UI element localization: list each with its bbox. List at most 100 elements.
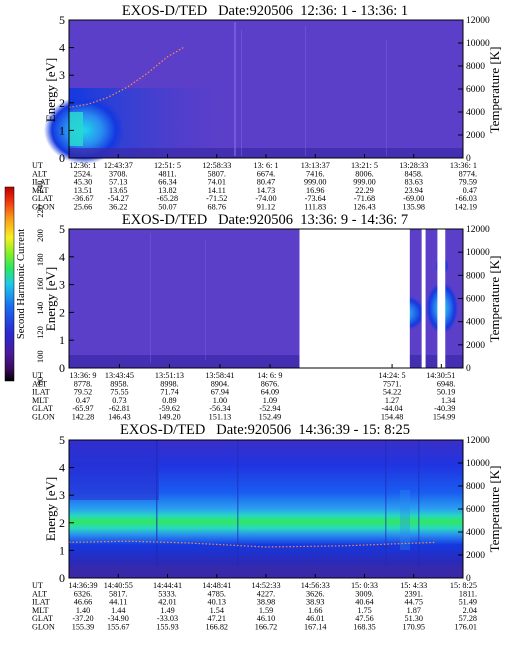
ephemeris-mlt-value: 16.96 bbox=[306, 186, 324, 195]
ephemeris-mlt-value: 1.40 bbox=[76, 606, 90, 615]
temperature-tick-label: 6000 bbox=[466, 295, 485, 305]
temperature-tick-label: 12000 bbox=[466, 16, 490, 26]
data-gap bbox=[437, 229, 446, 368]
ephemeris-mlt-value: 1.75 bbox=[357, 606, 371, 615]
temperature-tick-label: 2000 bbox=[466, 551, 485, 561]
energy-tick-label: 5 bbox=[59, 13, 65, 27]
ephemeris-mlt-value: 13.51 bbox=[74, 186, 92, 195]
ephemeris-glon-value: 155.39 bbox=[72, 623, 95, 632]
ephemeris-glat-value: -36.67 bbox=[72, 194, 93, 203]
ephemeris-row-label: ILAT bbox=[32, 388, 50, 397]
ephemeris-ut-value: 12:58:33 bbox=[202, 161, 231, 170]
ephemeris-glat-value: -54.27 bbox=[108, 194, 129, 203]
ephemeris-glat-value: -52.94 bbox=[259, 404, 280, 413]
energy-tick-label: 1 bbox=[59, 333, 65, 347]
ephemeris-glon-value: 36.22 bbox=[109, 203, 127, 212]
ephemeris-row-label: ALT bbox=[32, 379, 47, 388]
ephemeris-ut-value: 13:58:41 bbox=[205, 371, 234, 380]
ephemeris-ilat-value: 999.00 bbox=[304, 178, 327, 187]
ephemeris-ut-value: 14:56:33 bbox=[301, 581, 330, 590]
ephemeris-glon-value: 167.14 bbox=[304, 623, 327, 632]
ephemeris-glat-value: -40.39 bbox=[434, 404, 455, 413]
ephemeris-ut-value: 13: 6: 1 bbox=[253, 161, 278, 170]
ephemeris-ut-value: 14:52:33 bbox=[251, 581, 280, 590]
colorbar-tick-label: 160 bbox=[35, 278, 45, 291]
temperature-tick-label: 0 bbox=[466, 574, 471, 584]
ephemeris-row-label: MLT bbox=[32, 186, 49, 195]
ephemeris-mlt-value: 0.47 bbox=[463, 186, 477, 195]
ephemeris-glon-value: 50.07 bbox=[158, 203, 176, 212]
ephemeris-mlt-value: 1.87 bbox=[407, 606, 421, 615]
ephemeris-glon-value: 155.93 bbox=[156, 623, 179, 632]
ephemeris-glat-value: -69.00 bbox=[403, 194, 424, 203]
temperature-tick-label: 10000 bbox=[466, 39, 490, 49]
ephemeris-mlt-value: 1.34 bbox=[441, 396, 455, 405]
ephemeris-mlt-value: 1.59 bbox=[259, 606, 273, 615]
energy-tick-label: 3 bbox=[59, 488, 65, 502]
data-gap bbox=[299, 229, 410, 368]
ephemeris-ilat-value: 46.66 bbox=[74, 598, 92, 607]
panel-1-title: EXOS-D/TED Date:920506 12:36: 1 - 13:36:… bbox=[122, 3, 408, 19]
ephemeris-glon-value: 152.49 bbox=[259, 413, 282, 422]
colorbar-tick-label: 200 bbox=[35, 229, 45, 242]
ephemeris-glat-value: -34.90 bbox=[108, 614, 129, 623]
ephemeris-row-label: GLON bbox=[32, 623, 55, 632]
ephemeris-ut-value: 14:24: 5 bbox=[379, 371, 406, 380]
ephemeris-alt-value: 8958. bbox=[110, 379, 128, 388]
ephemeris-glon-value: 68.76 bbox=[208, 203, 226, 212]
ephemeris-ilat-value: 75.55 bbox=[110, 388, 128, 397]
panel-2-data-gaps bbox=[299, 229, 446, 368]
temperature-tick-label: 4000 bbox=[466, 528, 485, 538]
ephemeris-glat-value: -66.03 bbox=[456, 194, 477, 203]
ephemeris-row-label: MLT bbox=[32, 606, 49, 615]
ephemeris-alt-value: 4785. bbox=[208, 589, 226, 598]
ephemeris-glat-value: -44.04 bbox=[382, 404, 403, 413]
ephemeris-ilat-value: 66.34 bbox=[158, 178, 176, 187]
panel-1-plot-area bbox=[44, 20, 463, 164]
ephemeris-mlt-value: 14.11 bbox=[208, 186, 226, 195]
ephemeris-alt-value: 3708. bbox=[109, 169, 127, 178]
ephemeris-ilat-value: 83.63 bbox=[405, 178, 423, 187]
ephemeris-alt-value: 5333. bbox=[158, 589, 176, 598]
ephemeris-alt-value: 1811. bbox=[459, 589, 477, 598]
ephemeris-ilat-value: 57.13 bbox=[109, 178, 127, 187]
energy-tick-label: 3 bbox=[59, 278, 65, 292]
ephemeris-alt-value: 6674. bbox=[257, 169, 275, 178]
ephemeris-ilat-value: 999.00 bbox=[353, 178, 376, 187]
ephemeris-ilat-value: 79.59 bbox=[459, 178, 477, 187]
ephemeris-glat-value: 47.56 bbox=[355, 614, 373, 623]
ephemeris-ilat-value: 51.49 bbox=[459, 598, 477, 607]
ephemeris-ut-value: 14:30:51 bbox=[426, 371, 455, 380]
ephemeris-alt-value: 8904. bbox=[211, 379, 229, 388]
panel-3-y-tick-labels: 0 1 2 3 4 5 bbox=[59, 433, 65, 585]
panel-2-temperature-axis-label: Temperature [K] bbox=[487, 256, 502, 343]
temperature-tick-label: 0 bbox=[466, 364, 471, 374]
ephemeris-row-label: ILAT bbox=[32, 178, 50, 187]
ephemeris-alt-value: 8998. bbox=[160, 379, 178, 388]
ephemeris-ilat-value: 40.64 bbox=[355, 598, 373, 607]
ephemeris-ut-value: 13:21: 5 bbox=[351, 161, 378, 170]
ephemeris-glat-value: -73.64 bbox=[305, 194, 326, 203]
ephemeris-mlt-value: 1.49 bbox=[160, 606, 174, 615]
ephemeris-ilat-value: 71.74 bbox=[160, 388, 178, 397]
temperature-tick-label: 10000 bbox=[466, 248, 490, 258]
ephemeris-alt-value: 2391. bbox=[405, 589, 423, 598]
ephemeris-alt-value: 6326. bbox=[74, 589, 92, 598]
colorbar-ticks: 80 100 120 140 160 180 200 220 240 bbox=[35, 181, 45, 386]
ephemeris-ilat-value: 67.94 bbox=[211, 388, 229, 397]
temperature-tick-label: 8000 bbox=[466, 482, 485, 492]
ephemeris-alt-value: 2524. bbox=[74, 169, 92, 178]
ephemeris-alt-value: 5817. bbox=[109, 589, 127, 598]
ephemeris-glon-value: 166.82 bbox=[205, 623, 228, 632]
temperature-tick-label: 0 bbox=[466, 154, 471, 164]
temperature-tick-label: 12000 bbox=[466, 436, 490, 446]
ephemeris-glon-value: 146.43 bbox=[108, 413, 131, 422]
ephemeris-mlt-value: 0.47 bbox=[76, 396, 90, 405]
ephemeris-glon-value: 25.66 bbox=[74, 203, 92, 212]
ephemeris-glat-value: 46.01 bbox=[306, 614, 324, 623]
ephemeris-alt-value: 6948. bbox=[437, 379, 455, 388]
ephemeris-glat-value: -74.00 bbox=[255, 194, 276, 203]
ephemeris-alt-value: 4227. bbox=[257, 589, 275, 598]
